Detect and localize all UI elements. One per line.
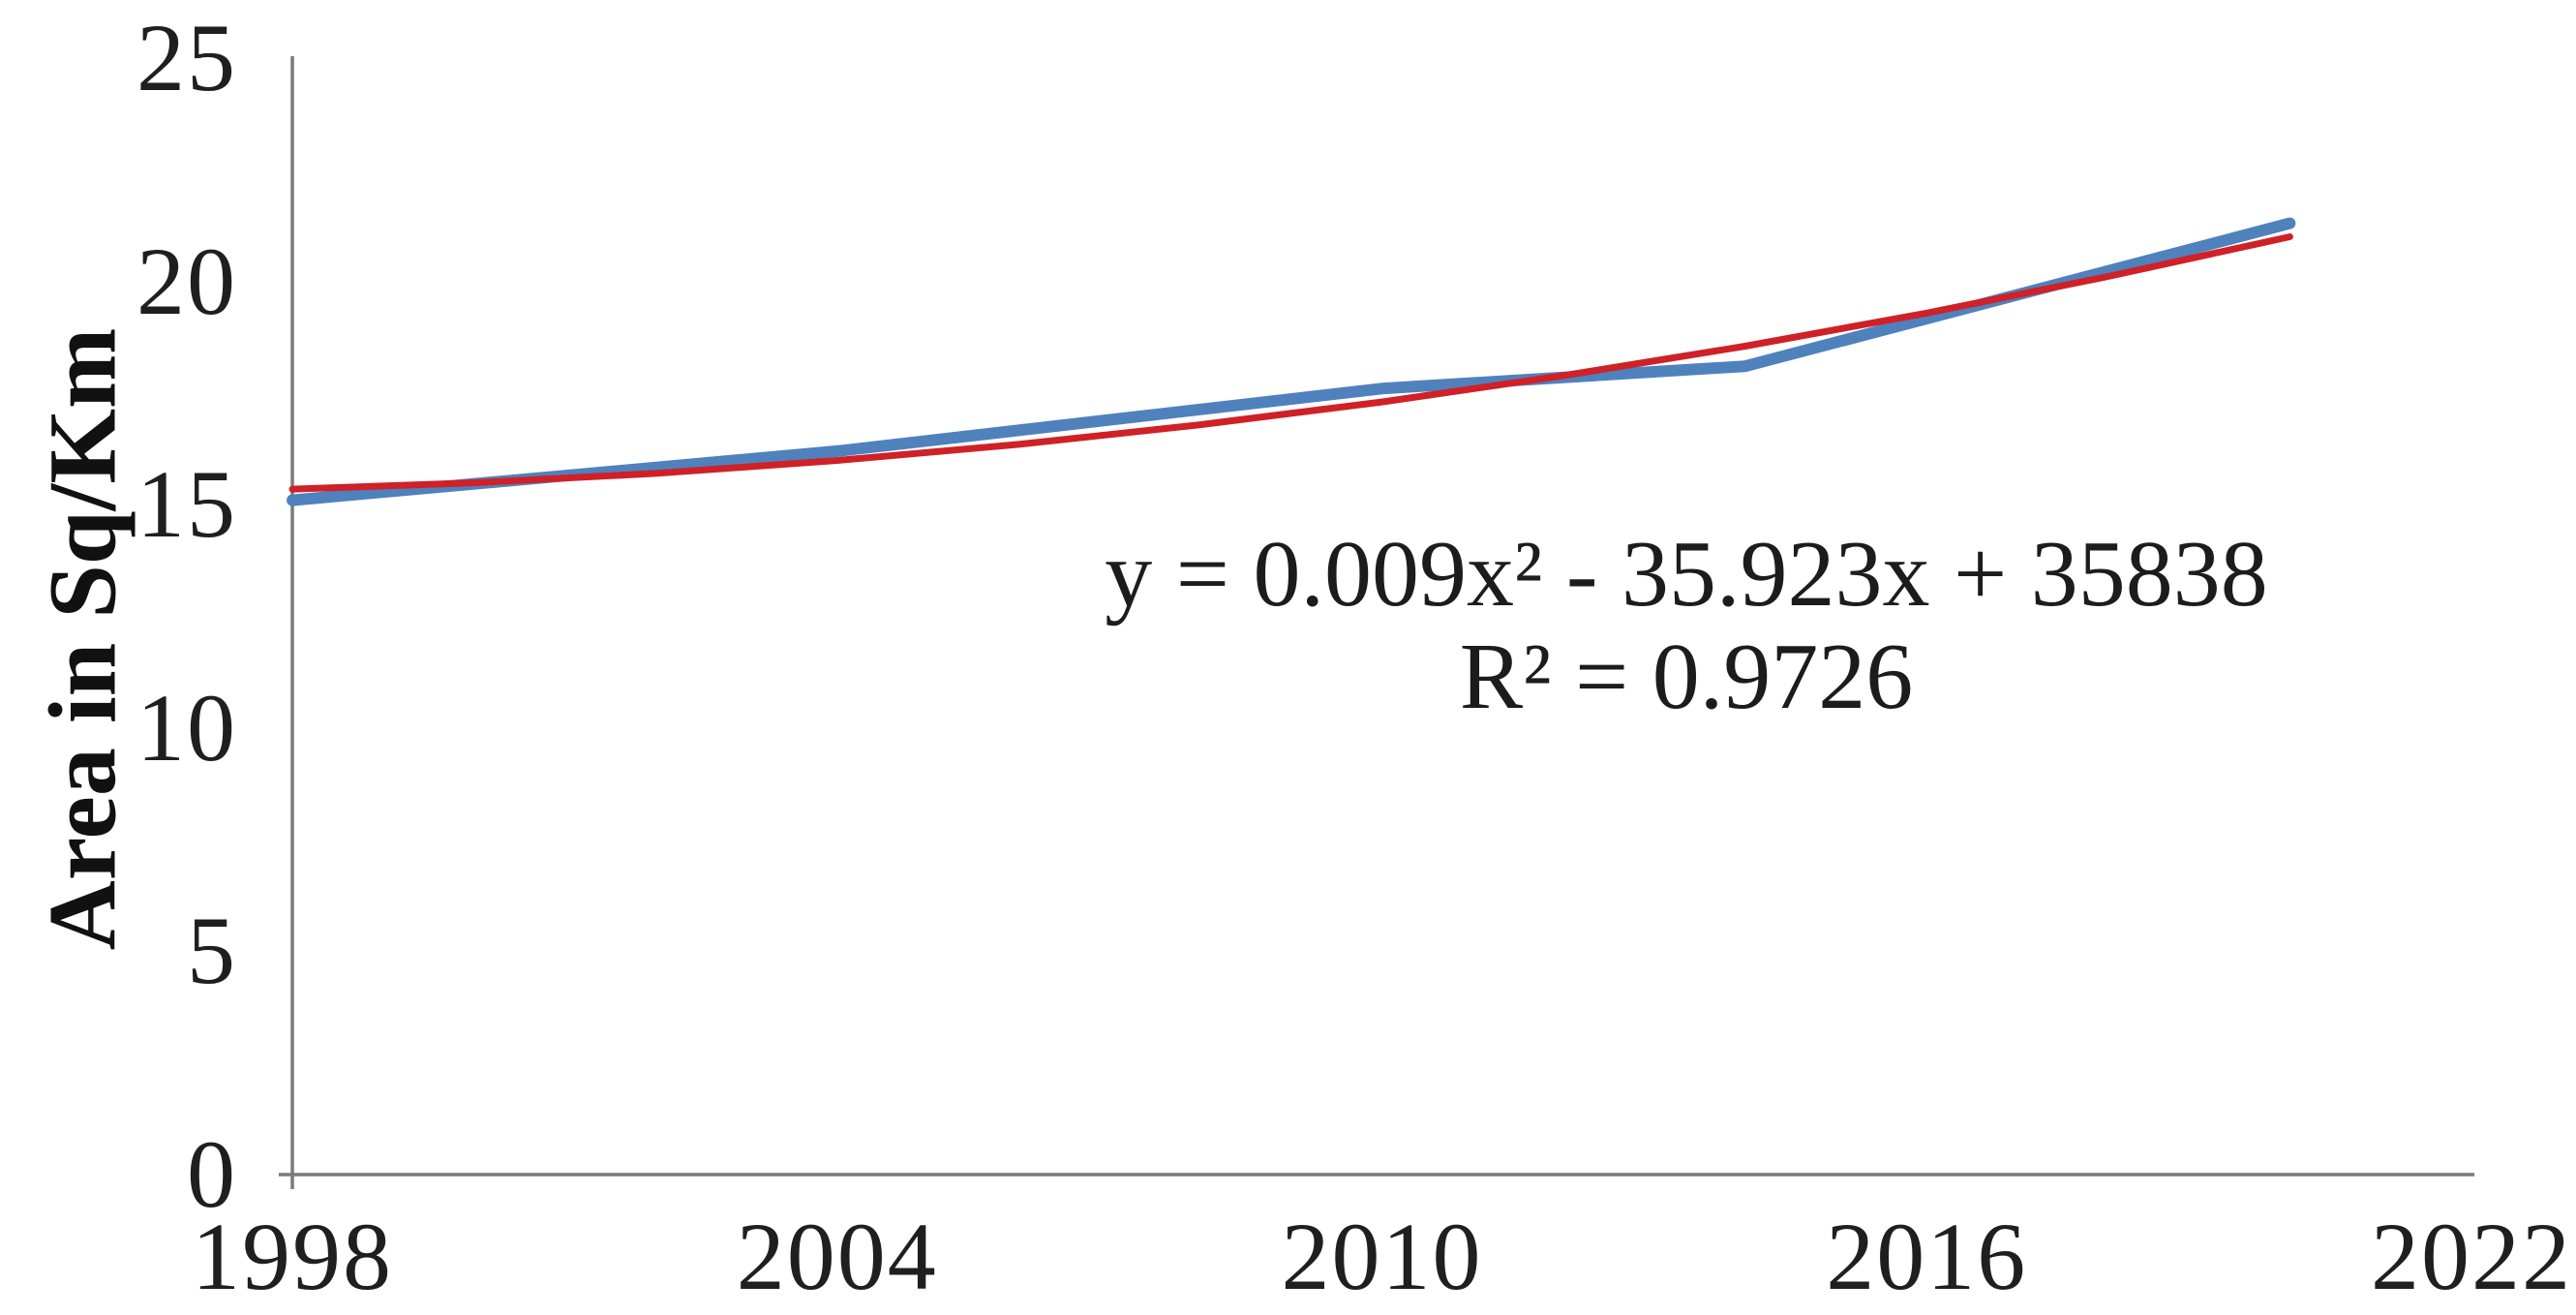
y-tick-label-15: 15 xyxy=(136,450,237,559)
x-tick-label-2022: 2022 xyxy=(2371,1203,2572,1310)
y-tick-label-20: 20 xyxy=(136,227,237,335)
polynomial-trendline-line xyxy=(288,233,2293,493)
y-tick-label-25: 25 xyxy=(136,4,237,111)
trendline-annotation: y = 0.009x² - 35.923x + 35838 R² = 0.972… xyxy=(1105,523,2268,728)
y-axis-title: Area in Sq/Km xyxy=(28,327,136,951)
x-tick-label-2016: 2016 xyxy=(1826,1203,2028,1310)
y-tick-label-0: 0 xyxy=(187,1120,237,1228)
observed-area-line xyxy=(287,217,2296,506)
y-tick-label-5: 5 xyxy=(187,897,237,1005)
y-tick-label-10: 10 xyxy=(136,673,237,781)
x-tick-label-2010: 2010 xyxy=(1281,1203,1483,1310)
r-squared-value: R² = 0.9726 xyxy=(1459,625,1914,729)
x-tick-label-2004: 2004 xyxy=(736,1203,938,1310)
x-tick-label-1998: 1998 xyxy=(192,1203,393,1310)
trendline-equation: y = 0.009x² - 35.923x + 35838 xyxy=(1105,522,2268,627)
